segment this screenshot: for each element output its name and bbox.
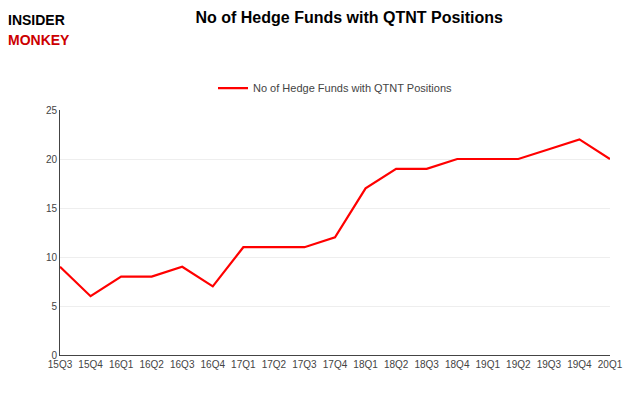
svg-text:19Q4: 19Q4 <box>567 359 592 370</box>
svg-text:15Q3: 15Q3 <box>48 359 73 370</box>
svg-text:16Q4: 16Q4 <box>201 359 226 370</box>
svg-text:16Q2: 16Q2 <box>139 359 164 370</box>
svg-text:No of Hedge Funds with QTNT Po: No of Hedge Funds with QTNT Positions <box>195 9 503 26</box>
svg-text:20: 20 <box>46 154 58 165</box>
svg-text:15: 15 <box>46 203 58 214</box>
svg-text:10: 10 <box>46 252 58 263</box>
svg-text:5: 5 <box>51 301 57 312</box>
svg-text:25: 25 <box>46 105 58 116</box>
svg-text:15Q4: 15Q4 <box>78 359 103 370</box>
svg-text:18Q1: 18Q1 <box>353 359 378 370</box>
svg-text:No of Hedge Funds with QTNT Po: No of Hedge Funds with QTNT Positions <box>253 82 452 94</box>
svg-text:19Q2: 19Q2 <box>506 359 531 370</box>
svg-text:17Q1: 17Q1 <box>231 359 256 370</box>
svg-text:18Q2: 18Q2 <box>384 359 409 370</box>
svg-text:0: 0 <box>51 350 57 361</box>
svg-text:20Q1: 20Q1 <box>598 359 623 370</box>
svg-text:17Q4: 17Q4 <box>323 359 348 370</box>
svg-text:19Q3: 19Q3 <box>537 359 562 370</box>
svg-text:19Q1: 19Q1 <box>476 359 501 370</box>
svg-text:16Q1: 16Q1 <box>109 359 134 370</box>
svg-text:16Q3: 16Q3 <box>170 359 195 370</box>
svg-text:17Q3: 17Q3 <box>292 359 317 370</box>
svg-text:17Q2: 17Q2 <box>262 359 287 370</box>
svg-text:INSIDER: INSIDER <box>8 12 65 28</box>
svg-text:18Q3: 18Q3 <box>414 359 439 370</box>
svg-text:18Q4: 18Q4 <box>445 359 470 370</box>
svg-text:MONKEY: MONKEY <box>8 32 70 48</box>
